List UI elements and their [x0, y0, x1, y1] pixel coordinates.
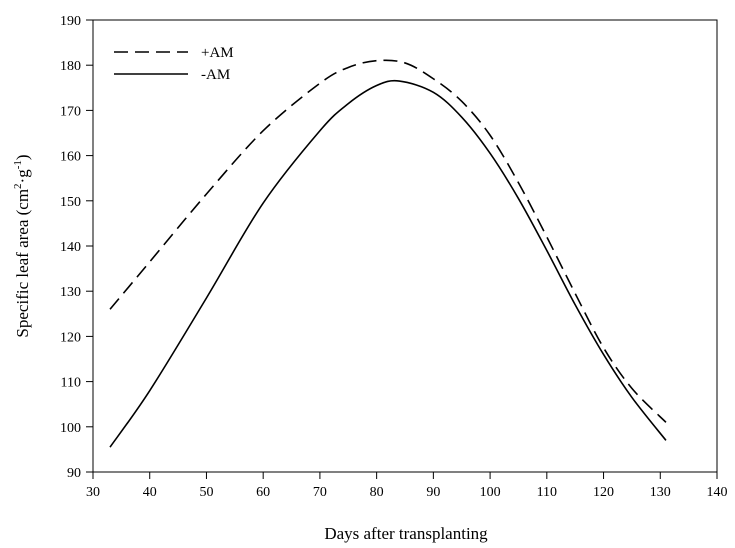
y-tick-label: 180 [60, 59, 81, 74]
x-tick-label: 30 [86, 485, 100, 500]
y-tick-label: 190 [60, 14, 81, 29]
y-tick-label: 100 [60, 421, 81, 436]
legend: +AM -AM [114, 45, 234, 83]
plot-frame [92, 19, 718, 473]
x-tick-label: 70 [313, 485, 327, 500]
y-axis-title-sup-1: 2 [12, 183, 24, 189]
x-axis: 30 40 50 60 70 80 90 100 110 120 130 140 [86, 472, 728, 500]
x-tick-label: 40 [143, 485, 157, 500]
x-tick-label: 130 [650, 485, 671, 500]
x-tick-label: 80 [370, 485, 384, 500]
y-tick-label: 90 [67, 466, 81, 481]
series-line-plus-am [109, 59, 667, 423]
y-tick-label: 140 [60, 240, 81, 255]
y-axis-title-base: Specific leaf area (cm [13, 189, 32, 338]
x-tick-label: 100 [480, 485, 501, 500]
x-tick-label: 110 [537, 485, 557, 500]
y-tick-label: 120 [60, 330, 81, 345]
x-axis-title: Days after transplanting [324, 524, 488, 543]
x-tick-label: 140 [707, 485, 728, 500]
y-tick-label: 130 [60, 285, 81, 300]
y-axis-title-mid: ·g [13, 169, 32, 184]
x-tick-label: 50 [199, 485, 213, 500]
y-tick-label: 170 [60, 104, 81, 119]
y-axis-title-end: ) [13, 154, 32, 160]
legend-label: +AM [201, 45, 234, 61]
legend-label: -AM [201, 67, 230, 83]
y-tick-label: 110 [61, 376, 81, 391]
series-line-minus-am [109, 79, 667, 448]
y-axis: 90 100 110 120 130 140 150 160 170 180 190 [60, 14, 93, 481]
y-tick-label: 160 [60, 150, 81, 165]
y-axis-title-sup-2: -1 [12, 160, 24, 169]
x-tick-label: 120 [593, 485, 614, 500]
y-tick-label: 150 [60, 195, 81, 210]
series-layer [109, 59, 667, 448]
x-tick-label: 90 [426, 485, 440, 500]
x-tick-label: 60 [256, 485, 270, 500]
y-axis-title: Specific leaf area (cm2·g-1) [12, 154, 32, 337]
